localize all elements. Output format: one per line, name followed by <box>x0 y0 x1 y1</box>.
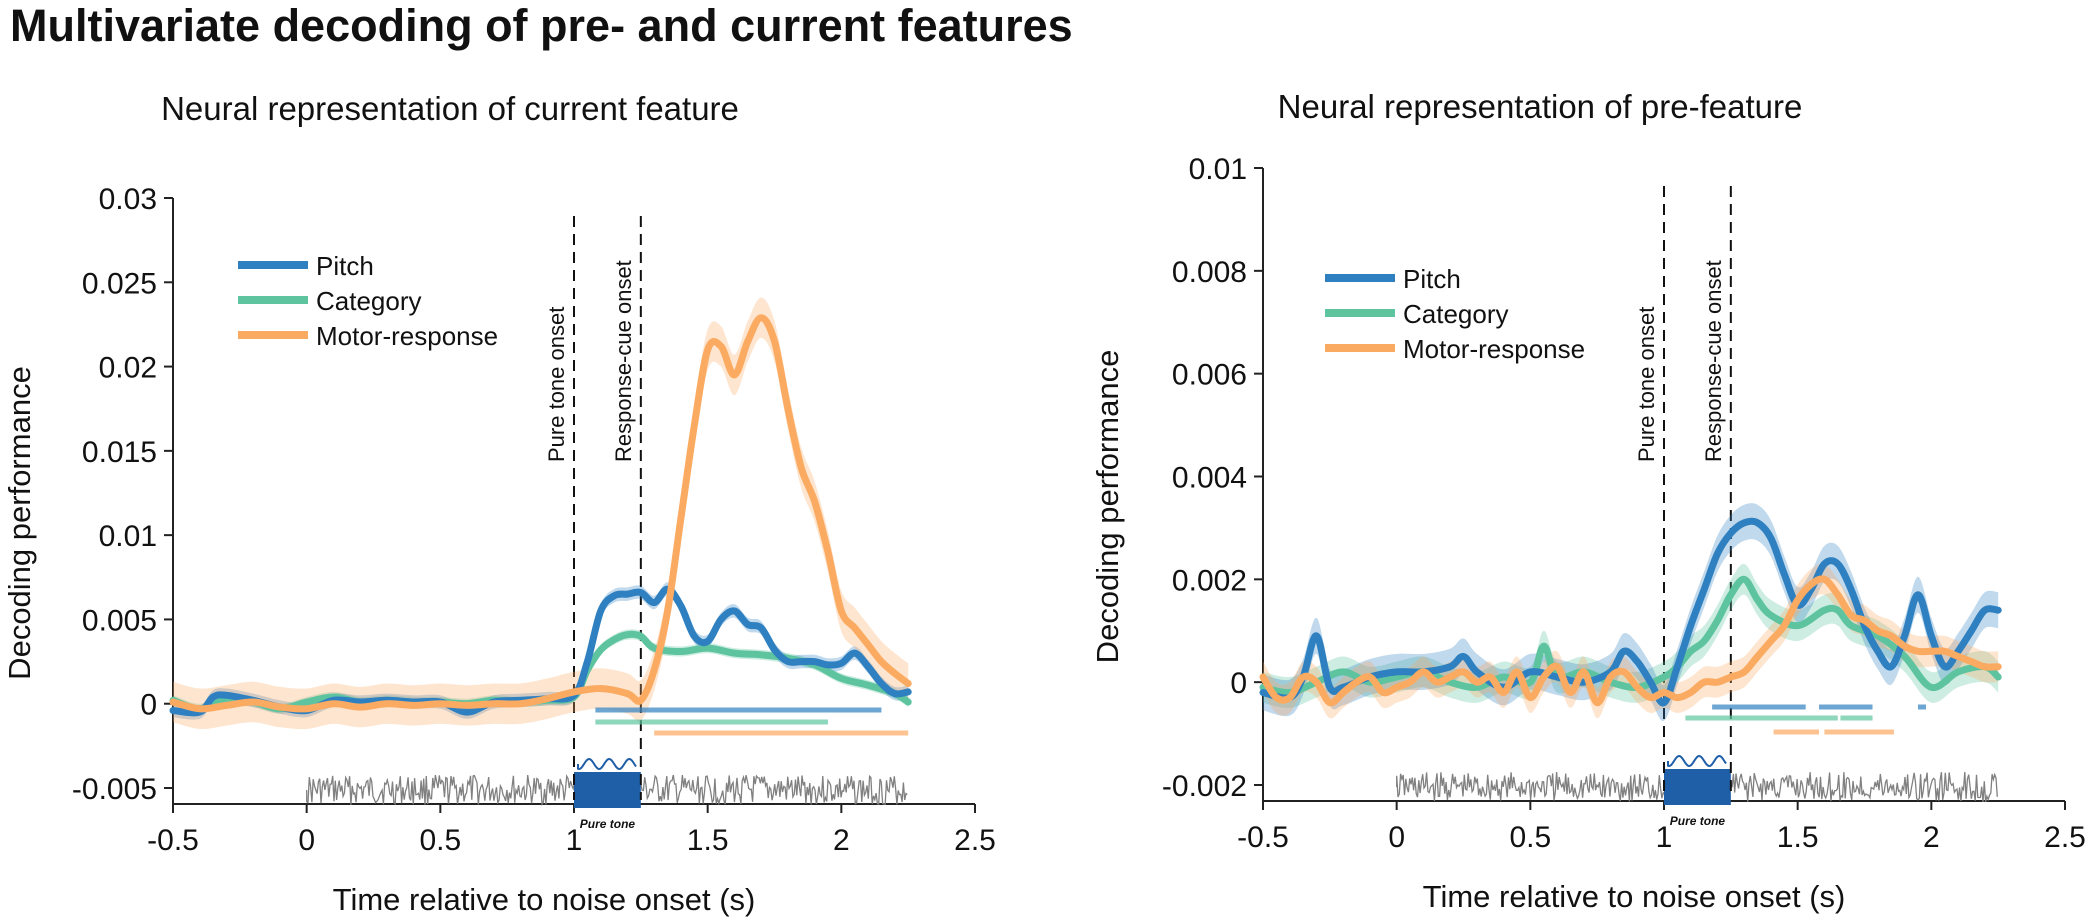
x-axis-label: Time relative to noise onset (s) <box>1423 879 1846 914</box>
legend-label: Category <box>1403 299 1509 329</box>
legend-label: Category <box>316 286 422 316</box>
y-tick-label: 0.01 <box>99 520 157 553</box>
y-tick-label: 0.006 <box>1172 359 1247 392</box>
x-axis-label: Time relative to noise onset (s) <box>333 882 756 917</box>
legend-label: Pitch <box>316 251 374 281</box>
x-tick-label: 2 <box>1923 821 1940 854</box>
series-line-motor <box>1259 575 2002 707</box>
confidence-band-category <box>1263 563 1999 708</box>
y-axis-label: Decoding performance <box>1090 350 1125 664</box>
legend-label: Motor-response <box>316 321 498 351</box>
y-tick-label: 0.01 <box>1189 153 1247 186</box>
event-line-label: Pure tone onset <box>1634 307 1659 462</box>
x-tick-label: 1.5 <box>687 824 729 857</box>
x-tick-label: 0 <box>1388 821 1405 854</box>
panel-title: Neural representation of pre-feature <box>1278 88 1803 125</box>
pure-tone-block <box>1664 769 1731 805</box>
figure-title: Multivariate decoding of pre- and curren… <box>10 0 1073 51</box>
y-tick-label: 0.008 <box>1172 256 1247 289</box>
y-tick-label: 0 <box>140 689 157 722</box>
x-tick-label: -0.5 <box>147 824 199 857</box>
y-tick-label: 0.005 <box>82 604 157 637</box>
x-tick-label: 1 <box>1656 821 1673 854</box>
y-tick-label: 0.002 <box>1172 564 1247 597</box>
panel-current-feature: Neural representation of current feature… <box>2 90 996 917</box>
y-tick-label: -0.002 <box>1162 770 1247 803</box>
x-tick-label: 2.5 <box>2044 821 2085 854</box>
panel-title: Neural representation of current feature <box>161 90 739 127</box>
y-tick-label: 0.02 <box>99 352 157 385</box>
x-tick-label: 1.5 <box>1777 821 1819 854</box>
pure-tone-sine-icon <box>1667 754 1727 768</box>
y-tick-label: 0.03 <box>99 183 157 216</box>
x-tick-label: 2.5 <box>954 824 996 857</box>
y-tick-label: 0.004 <box>1172 462 1247 495</box>
y-tick-label: 0.015 <box>82 436 157 469</box>
x-tick-label: 0.5 <box>1509 821 1551 854</box>
legend-label: Pitch <box>1403 264 1461 294</box>
x-tick-label: 0 <box>298 824 315 857</box>
series-line-pitch <box>1259 517 2002 707</box>
y-tick-label: 0 <box>1230 667 1247 700</box>
event-line-label: Pure tone onset <box>544 307 569 462</box>
pure-tone-label: Pure tone <box>1670 814 1726 828</box>
x-tick-label: 1 <box>566 824 583 857</box>
panel-pre-feature: Neural representation of pre-feature -0.0… <box>1090 88 2085 914</box>
x-tick-label: 0.5 <box>419 824 461 857</box>
pure-tone-label: Pure tone <box>580 817 636 831</box>
y-tick-label: 0.025 <box>82 267 157 300</box>
y-tick-label: -0.005 <box>72 773 157 806</box>
legend-label: Motor-response <box>1403 334 1585 364</box>
series-line-motor <box>169 314 912 713</box>
y-axis-label: Decoding performance <box>2 366 37 680</box>
confidence-band-motor <box>173 297 909 730</box>
x-tick-label: -0.5 <box>1237 821 1289 854</box>
event-line-label: Response-cue onset <box>1701 260 1726 462</box>
pure-tone-sine-icon <box>577 757 637 771</box>
event-line-label: Response-cue onset <box>611 260 636 462</box>
pure-tone-block <box>574 772 641 808</box>
x-tick-label: 2 <box>833 824 850 857</box>
